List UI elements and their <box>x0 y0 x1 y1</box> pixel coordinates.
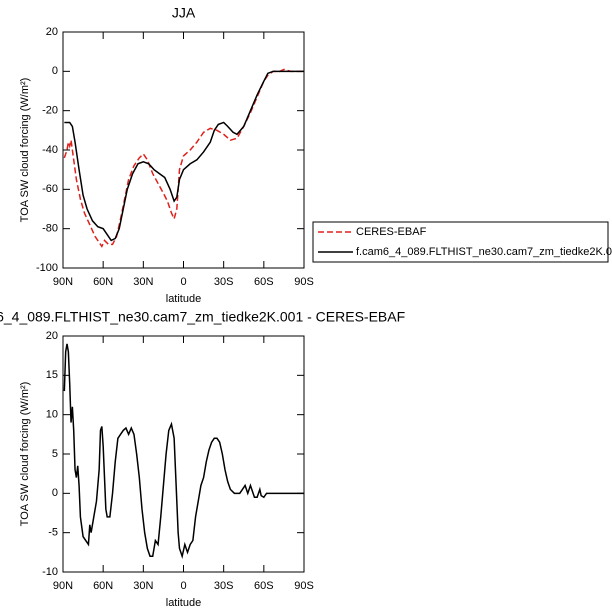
x-tick-label: 60S <box>254 276 274 288</box>
y-axis-label: TOA SW cloud forcing (W/m²) <box>19 78 31 223</box>
x-tick-label: 90N <box>53 276 73 288</box>
chart-title: JJA <box>172 5 196 21</box>
x-tick-label: 0 <box>180 276 186 288</box>
plot-area <box>63 68 304 248</box>
x-tick-label: 90S <box>294 276 314 288</box>
x-tick-label: 60N <box>93 276 113 288</box>
legend-label: f.cam6_4_089.FLTHIST_ne30.cam7_zm_tiedke… <box>356 246 612 258</box>
plot-area <box>63 343 304 560</box>
plot-frame <box>62 31 305 269</box>
y-tick-label: -5 <box>48 527 58 539</box>
y-tick-label: 15 <box>46 369 58 381</box>
x-tick-label: 30S <box>214 276 234 288</box>
y-tick-label: 20 <box>46 330 58 342</box>
y-axis-label: TOA SW cloud forcing (W/m²) <box>19 382 31 527</box>
data-line <box>64 70 304 242</box>
y-tick-label: 20 <box>46 26 58 38</box>
y-tick-label: -40 <box>42 144 58 156</box>
chart-title: f.cam6_4_089.FLTHIST_ne30.cam7_zm_tiedke… <box>0 309 405 325</box>
y-tick-label: -100 <box>36 262 58 274</box>
y-tick-label: -60 <box>42 183 58 195</box>
x-axis-label: latitude <box>166 293 201 305</box>
x-tick-label: 30N <box>133 276 153 288</box>
legend-label: CERES-EBAF <box>356 226 427 238</box>
plot-frame <box>62 335 305 573</box>
x-tick-label: 30S <box>214 580 234 592</box>
y-tick-label: 10 <box>46 409 58 421</box>
x-tick-label: 60S <box>254 580 274 592</box>
x-axis-label: latitude <box>166 597 201 609</box>
y-tick-label: 0 <box>52 487 58 499</box>
x-tick-label: 90N <box>53 580 73 592</box>
data-line <box>63 343 304 560</box>
data-line <box>63 68 304 248</box>
y-tick-label: -20 <box>42 105 58 117</box>
y-tick-label: 5 <box>52 448 58 460</box>
x-tick-label: 60N <box>93 580 113 592</box>
x-tick-label: 90S <box>294 580 314 592</box>
y-tick-label: -80 <box>42 223 58 235</box>
legend-box <box>312 221 609 263</box>
x-tick-label: 0 <box>180 580 186 592</box>
y-tick-label: -10 <box>42 566 58 578</box>
x-tick-label: 30N <box>133 580 153 592</box>
y-tick-label: 0 <box>52 65 58 77</box>
